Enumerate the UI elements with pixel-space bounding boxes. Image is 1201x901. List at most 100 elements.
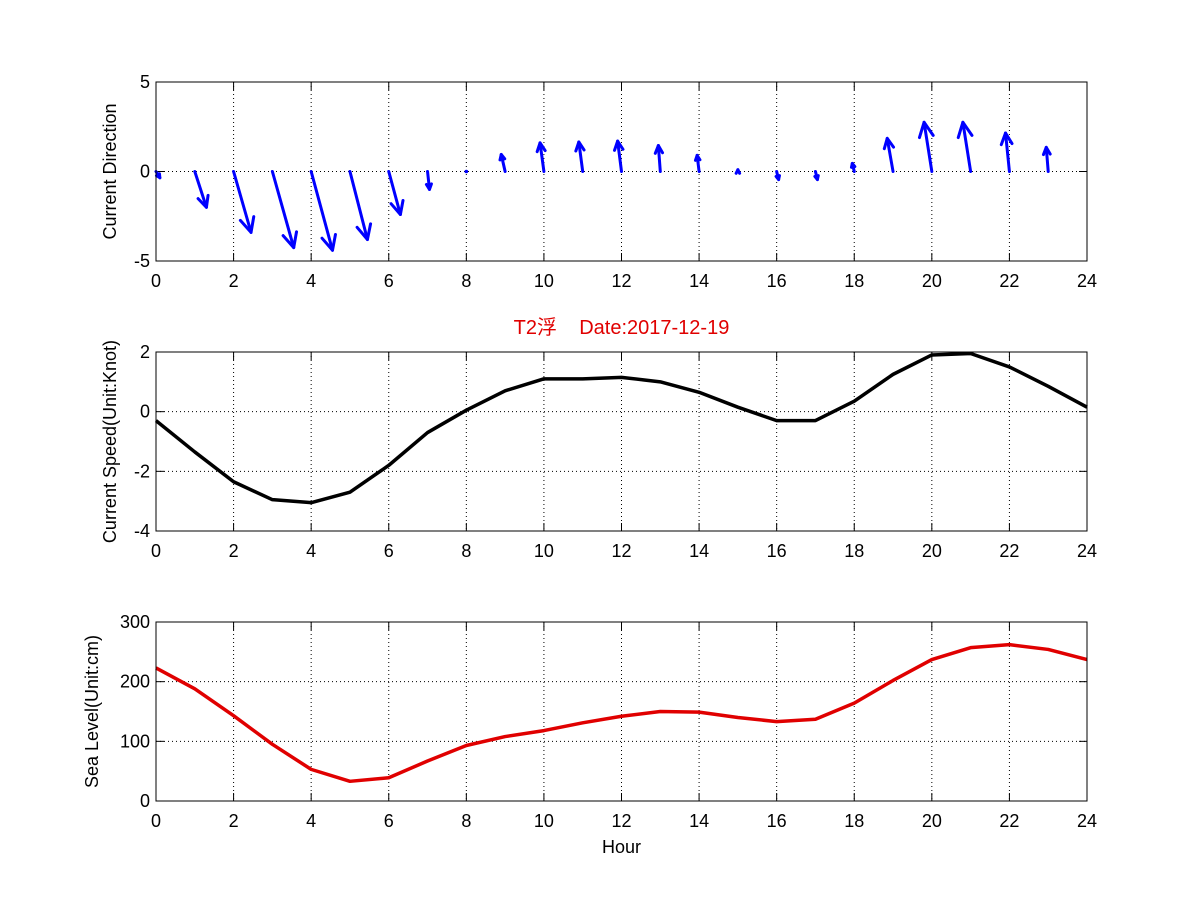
quiver-arrow — [464, 169, 469, 174]
arrow-shaft — [885, 136, 895, 173]
quiver-arrow — [999, 131, 1014, 173]
x-tick-label: 14 — [689, 271, 709, 291]
arrow-shaft — [193, 170, 208, 209]
arrow-head — [849, 161, 857, 169]
x-tick-label: 8 — [461, 811, 471, 831]
x-tick-label: 0 — [151, 541, 161, 561]
quiver-arrow — [232, 170, 256, 234]
arrow-head — [653, 144, 665, 155]
arrow-head — [498, 152, 507, 162]
quiver-arrow — [1041, 145, 1052, 173]
quiver-arrow — [424, 170, 433, 191]
y-tick-label: 0 — [140, 791, 150, 811]
x-tick-label: 18 — [844, 811, 864, 831]
arrow-head — [956, 120, 974, 140]
arrow-shaft — [1044, 145, 1050, 173]
arrow-head — [535, 141, 547, 154]
panel-current-direction: 0 2 4 6 8 10 12 14 16 18 20 22 24 -505 Current Direc… — [100, 72, 1097, 291]
quiver-arrow — [309, 170, 337, 252]
x-tick-label: 22 — [999, 271, 1019, 291]
y-tick-label: 200 — [120, 672, 150, 692]
arrow-shaft — [922, 120, 934, 173]
x-tick-label: 0 — [151, 271, 161, 291]
axes-frame — [155, 81, 1088, 262]
arrow-head — [613, 139, 625, 152]
x-tick-label: 18 — [844, 541, 864, 561]
arrow-shaft — [270, 170, 296, 250]
quiver-arrow — [882, 136, 896, 173]
arrow-head — [882, 136, 896, 151]
arrow-shaft — [232, 170, 253, 234]
x-tick-label: 24 — [1077, 271, 1097, 291]
arrow-head — [693, 153, 702, 162]
y-tick-labels: 0 100 200 300 — [120, 612, 150, 811]
x-tick-label: 2 — [229, 271, 239, 291]
y-axis-label: Sea Level(Unit:cm) — [82, 635, 102, 788]
x-tick-labels: 0 2 4 6 8 10 12 14 16 18 20 22 24 — [151, 271, 1097, 291]
x-tick-label: 16 — [767, 541, 787, 561]
quiver-arrow — [917, 120, 935, 173]
x-tick-label: 14 — [689, 541, 709, 561]
arrow-head — [774, 174, 781, 182]
x-tick-label: 12 — [611, 541, 631, 561]
x-tick-label: 10 — [534, 271, 554, 291]
x-tick-label: 18 — [844, 271, 864, 291]
quiver-arrow — [270, 170, 299, 250]
arrow-head — [196, 193, 210, 209]
quiver-arrow — [734, 168, 742, 175]
speed-series — [154, 351, 1088, 505]
panel-title: T2浮 Date:2017-12-19 — [514, 316, 730, 339]
arrow-shaft — [309, 170, 335, 252]
y-tick-label: 100 — [120, 731, 150, 751]
x-tick-label: 6 — [384, 811, 394, 831]
x-tick-label: 10 — [534, 541, 554, 561]
y-tick-label: -4 — [134, 521, 150, 541]
arrow-shaft — [1004, 131, 1011, 173]
quiver-arrow — [574, 140, 586, 173]
x-tick-label: 12 — [611, 811, 631, 831]
quiver-arrow — [693, 153, 702, 173]
arrow-head — [734, 168, 742, 175]
quiver-arrow — [348, 170, 373, 242]
y-tick-label: 2 — [140, 342, 150, 362]
arrow-shaft — [348, 170, 369, 242]
y-tick-label: -5 — [134, 251, 150, 271]
quiver-arrow — [774, 170, 781, 182]
arrow-head — [999, 131, 1014, 147]
arrow-head — [238, 215, 256, 234]
arrow-head — [155, 172, 162, 180]
quiver-arrow — [653, 144, 665, 173]
x-tick-label: 6 — [384, 541, 394, 561]
x-tick-label: 8 — [461, 271, 471, 291]
x-tick-label: 8 — [461, 541, 471, 561]
x-tick-label: 20 — [922, 541, 942, 561]
x-tick-label: 4 — [306, 811, 316, 831]
x-tick-label: 14 — [689, 811, 709, 831]
y-tick-label: 5 — [140, 72, 150, 92]
x-tick-label: 2 — [229, 811, 239, 831]
arrow-dot — [464, 169, 469, 174]
arrow-shaft — [616, 139, 623, 173]
x-tick-label: 4 — [306, 271, 316, 291]
y-axis-label: Current Speed(Unit:Knot) — [100, 340, 120, 543]
x-tick-label: 16 — [767, 271, 787, 291]
quiver-arrow — [956, 120, 974, 173]
y-tick-labels: -5 0 5 — [134, 72, 150, 271]
y-tick-label: 0 — [140, 402, 150, 422]
arrow-head — [917, 120, 935, 140]
quiver-arrows — [154, 120, 1052, 252]
arrow-head — [813, 174, 820, 182]
arrow-head — [355, 222, 373, 242]
y-tick-label: -2 — [134, 461, 150, 481]
arrow-shaft — [538, 141, 546, 173]
panel-current-speed: 0 2 4 6 8 10 12 14 16 18 20 22 24 -4-202 T2浮 Date:20… — [100, 316, 1097, 561]
arrow-head — [389, 198, 405, 216]
sea-level-series — [155, 642, 1088, 784]
arrow-shaft — [387, 170, 402, 216]
quiver-arrow — [849, 161, 857, 173]
quiver-arrow — [387, 170, 405, 216]
quiver-arrow — [498, 152, 507, 173]
quiver-arrow — [613, 139, 625, 173]
arrow-head — [281, 230, 299, 250]
